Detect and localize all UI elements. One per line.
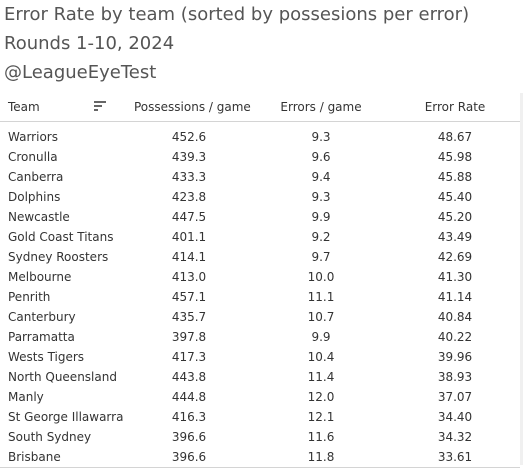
errors-cell: 10.0	[307, 270, 335, 284]
table-row: Newcastle 447.5 9.9 45.20	[0, 202, 520, 224]
sort-lines-icon[interactable]	[94, 101, 106, 113]
team-cell: South Sydney	[8, 430, 92, 444]
errors-cell: 9.4	[311, 170, 331, 184]
errors-cell: 9.2	[311, 230, 331, 244]
table-row: Sydney Roosters 414.1 9.7 42.69	[0, 242, 520, 264]
error-rate-cell: 34.40	[437, 410, 473, 424]
table-row: Dolphins 423.8 9.3 45.40	[0, 182, 520, 204]
errors-cell: 9.6	[311, 150, 331, 164]
errors-cell: 12.0	[307, 390, 335, 404]
team-cell: Gold Coast Titans	[8, 230, 114, 244]
errors-cell: 10.4	[307, 350, 335, 364]
errors-cell: 9.7	[311, 250, 331, 264]
possessions-cell: 417.3	[171, 350, 207, 364]
error-rate-cell: 45.20	[437, 210, 473, 224]
team-cell: North Queensland	[8, 370, 117, 384]
error-rate-cell: 34.32	[437, 430, 473, 444]
chart-subtitle: Rounds 1-10, 2024	[4, 33, 175, 54]
error-rate-cell: 41.14	[437, 290, 473, 304]
possessions-cell: 423.8	[171, 190, 207, 204]
table-row: Cronulla 439.3 9.6 45.98	[0, 142, 520, 164]
table-row: Manly 444.8 12.0 37.07	[0, 382, 520, 404]
team-cell: Warriors	[8, 130, 58, 144]
possessions-cell: 413.0	[171, 270, 207, 284]
team-cell: Wests Tigers	[8, 350, 85, 364]
possessions-cell: 457.1	[171, 290, 207, 304]
team-cell: Dolphins	[8, 190, 61, 204]
possessions-cell: 416.3	[171, 410, 207, 424]
table-row: Canberra 433.3 9.4 45.88	[0, 162, 520, 184]
possessions-cell: 439.3	[171, 150, 207, 164]
error-rate-cell: 45.98	[437, 150, 473, 164]
error-rate-cell: 38.93	[437, 370, 473, 384]
team-cell: Canterbury	[8, 310, 76, 324]
table-row: St George Illawarra 416.3 12.1 34.40	[0, 402, 520, 424]
possessions-cell: 414.1	[171, 250, 207, 264]
errors-cell: 9.3	[311, 190, 331, 204]
errors-cell: 11.1	[307, 290, 335, 304]
possessions-cell: 435.7	[171, 310, 207, 324]
error-rate-cell: 39.96	[437, 350, 473, 364]
chart-author: @LeagueEyeTest	[4, 62, 157, 83]
team-cell: Brisbane	[8, 450, 61, 464]
team-cell: Canberra	[8, 170, 64, 184]
errors-cell: 12.1	[307, 410, 335, 424]
table-row: North Queensland 443.8 11.4 38.93	[0, 362, 520, 384]
error-rate-cell: 48.67	[437, 130, 473, 144]
team-cell: Cronulla	[8, 150, 58, 164]
possessions-cell: 401.1	[171, 230, 207, 244]
errors-cell: 10.7	[307, 310, 335, 324]
scrollbar-track[interactable]	[520, 93, 523, 465]
chart-titles: Error Rate by team (sorted by possesions…	[4, 0, 469, 87]
team-cell: Newcastle	[8, 210, 70, 224]
error-rate-cell: 37.07	[437, 390, 473, 404]
chart-title: Error Rate by team (sorted by possesions…	[4, 4, 470, 25]
error-rate-cell: 45.40	[437, 190, 473, 204]
possessions-cell: 397.8	[171, 330, 207, 344]
errors-cell: 11.6	[307, 430, 335, 444]
possessions-cell: 447.5	[171, 210, 207, 224]
errors-cell: 11.8	[307, 450, 335, 464]
table-row: Brisbane 396.6 11.8 33.61	[0, 442, 520, 464]
possessions-cell: 396.6	[171, 450, 207, 464]
team-cell: Melbourne	[8, 270, 72, 284]
team-cell: St George Illawarra	[8, 410, 124, 424]
errors-cell: 9.9	[311, 330, 331, 344]
table-row: Parramatta 397.8 9.9 40.22	[0, 322, 520, 344]
table-row: Gold Coast Titans 401.1 9.2 43.49	[0, 222, 520, 244]
errors-cell: 9.3	[311, 130, 331, 144]
error-rate-cell: 40.84	[437, 310, 473, 324]
table-row: Melbourne 413.0 10.0 41.30	[0, 262, 520, 284]
error-rate-cell: 43.49	[437, 230, 473, 244]
table-row: Canterbury 435.7 10.7 40.84	[0, 302, 520, 324]
error-rate-cell: 42.69	[437, 250, 473, 264]
header-errors[interactable]: Errors / game	[280, 100, 362, 114]
table-row: Wests Tigers 417.3 10.4 39.96	[0, 342, 520, 364]
possessions-cell: 433.3	[171, 170, 207, 184]
possessions-cell: 443.8	[171, 370, 207, 384]
table-body: Warriors 452.6 9.3 48.67 Cronulla 439.3 9.6 45.…	[0, 122, 520, 464]
header-team[interactable]: Team	[8, 100, 40, 114]
error-rate-cell: 45.88	[437, 170, 473, 184]
error-rate-table: Team Possessions / game Errors / game Er…	[0, 93, 520, 464]
table-header: Team Possessions / game Errors / game Er…	[0, 93, 520, 122]
table-row: South Sydney 396.6 11.6 34.32	[0, 422, 520, 444]
team-cell: Sydney Roosters	[8, 250, 109, 264]
errors-cell: 11.4	[307, 370, 335, 384]
table-row: Penrith 457.1 11.1 41.14	[0, 282, 520, 304]
team-cell: Penrith	[8, 290, 51, 304]
possessions-cell: 452.6	[171, 130, 207, 144]
error-rate-cell: 41.30	[437, 270, 473, 284]
team-cell: Manly	[8, 390, 44, 404]
error-rate-cell: 40.22	[437, 330, 473, 344]
team-cell: Parramatta	[8, 330, 75, 344]
table-row: Warriors 452.6 9.3 48.67	[0, 122, 520, 144]
header-error-rate[interactable]: Error Rate	[424, 100, 486, 114]
possessions-cell: 396.6	[171, 430, 207, 444]
errors-cell: 9.9	[311, 210, 331, 224]
error-rate-cell: 33.61	[437, 450, 473, 464]
possessions-cell: 444.8	[171, 390, 207, 404]
header-possessions[interactable]: Possessions / game	[134, 100, 251, 114]
